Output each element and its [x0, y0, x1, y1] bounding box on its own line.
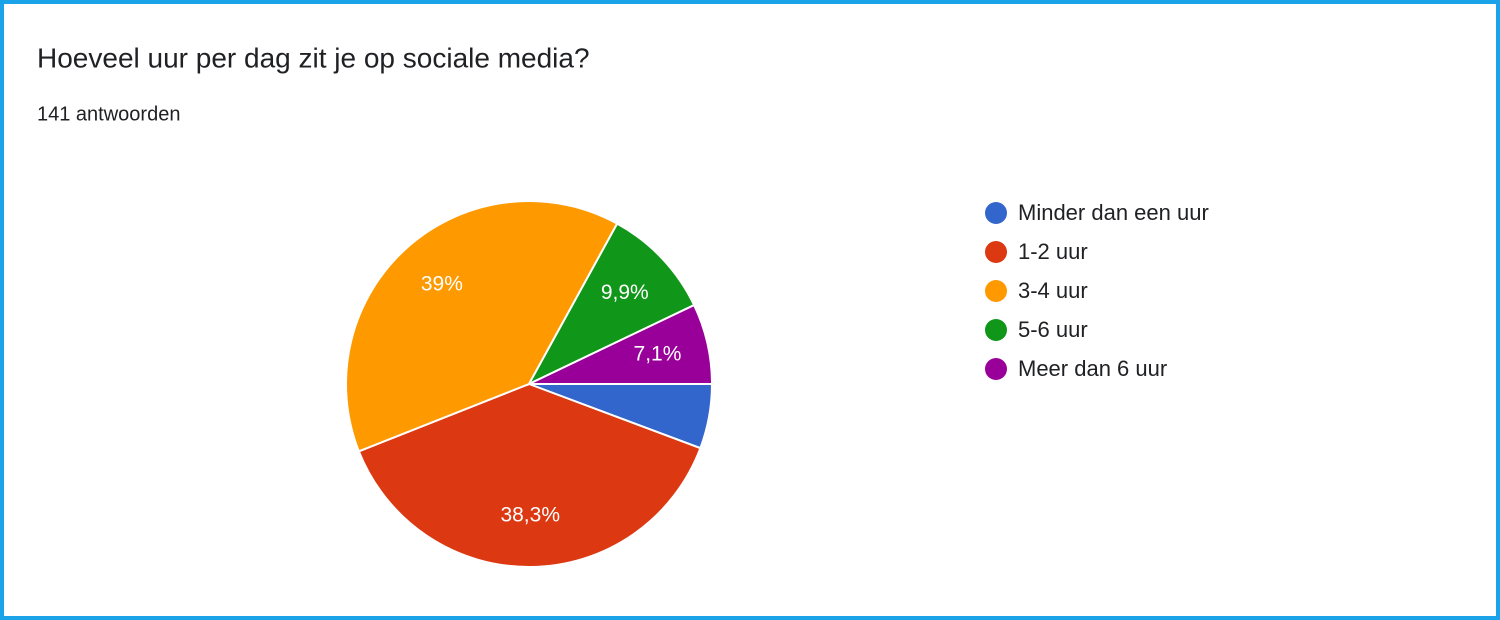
- slice-label: 9,9%: [601, 281, 649, 304]
- legend-label: Minder dan een uur: [1018, 200, 1209, 225]
- legend-swatch: [985, 319, 1007, 341]
- legend-label: 3-4 uur: [1018, 278, 1088, 303]
- legend-swatch: [985, 241, 1007, 263]
- pie-slice: [345, 200, 619, 453]
- legend-swatch: [985, 280, 1007, 302]
- chart-title: Hoeveel uur per dag zit je op sociale me…: [37, 42, 590, 73]
- pie-slice: [528, 303, 714, 385]
- slice-label: 38,3%: [500, 503, 560, 526]
- pie-slice: [526, 222, 696, 387]
- legend-label: 1-2 uur: [1018, 239, 1088, 264]
- legend-label: 5-6 uur: [1018, 317, 1088, 342]
- pie-slice: [357, 382, 702, 568]
- legend-swatch: [985, 202, 1007, 224]
- chart-subtitle: 141 antwoorden: [37, 103, 180, 125]
- slice-label: 39%: [421, 273, 463, 296]
- legend-label: Meer dan 6 uur: [1018, 356, 1167, 381]
- slice-label: 7,1%: [634, 342, 682, 365]
- legend-swatch: [985, 358, 1007, 380]
